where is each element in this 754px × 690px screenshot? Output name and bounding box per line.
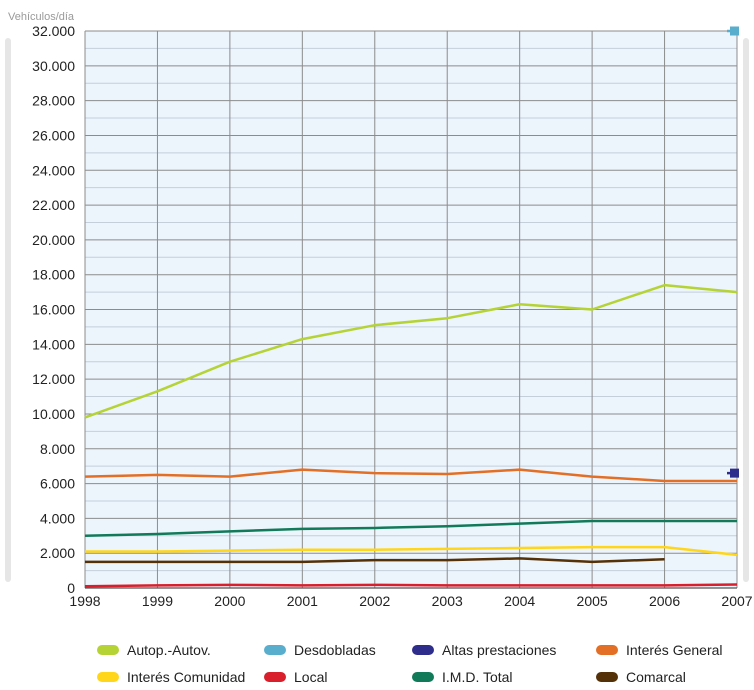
series-line (84, 519, 737, 538)
y-tick-label: 26.000 (32, 127, 75, 143)
x-tick-label: 2000 (214, 593, 245, 609)
y-tick-label: 2.000 (40, 545, 75, 561)
legend-swatch (97, 672, 119, 682)
legend-swatch (412, 645, 434, 655)
x-tick-label: 2002 (359, 593, 390, 609)
series-lines (84, 26, 739, 588)
series-group (84, 468, 737, 483)
series-group (84, 283, 738, 419)
y-tick-label: 4.000 (40, 510, 75, 526)
legend-swatch (264, 645, 286, 655)
x-tick-label: 2004 (504, 593, 535, 609)
series-group (85, 545, 738, 557)
legend-label: Local (294, 669, 327, 685)
grid (84, 30, 738, 589)
series-line (84, 583, 738, 588)
legend-label: I.M.D. Total (442, 669, 513, 685)
series-line (85, 557, 665, 564)
left-bar (5, 38, 11, 582)
y-axis-label: Vehículos/día (8, 11, 75, 23)
y-tick-label: 10.000 (32, 406, 75, 422)
y-tick-label: 12.000 (32, 371, 75, 387)
y-tick-label: 18.000 (32, 267, 75, 283)
series-line (85, 545, 738, 557)
legend-label: Autop.-Autov. (127, 642, 211, 658)
series-group (727, 468, 739, 478)
x-tick-label: 2005 (577, 593, 608, 609)
y-tick-label: 6.000 (40, 476, 75, 492)
y-tick-label: 16.000 (32, 302, 75, 318)
x-tick-label: 2001 (287, 593, 318, 609)
y-tick-label: 32.000 (32, 23, 75, 39)
series-line (84, 283, 738, 419)
y-tick-label: 0 (67, 580, 75, 596)
legend-swatch (596, 645, 618, 655)
y-tick-label: 20.000 (32, 232, 75, 248)
series-line (84, 468, 737, 483)
series-marker (730, 26, 739, 36)
y-tick-labels: 0 2.000 4.000 6.000 8.000 10.000 12.000 14.000 1… (32, 23, 75, 596)
legend-swatch (264, 672, 286, 682)
right-bar (743, 38, 749, 582)
legend-label: Desdobladas (294, 642, 376, 658)
legend-swatch (412, 672, 434, 682)
x-tick-label: 1999 (142, 593, 173, 609)
x-tick-label: 2006 (649, 593, 680, 609)
y-tick-label: 30.000 (32, 58, 75, 74)
y-tick-label: 22.000 (32, 197, 75, 213)
x-tick-label: 1998 (69, 593, 100, 609)
series-group (84, 583, 738, 588)
series-group (84, 519, 737, 538)
y-tick-label: 28.000 (32, 93, 75, 109)
y-tick-label: 14.000 (32, 336, 75, 352)
series-group (85, 557, 665, 564)
legend-label: Altas prestaciones (442, 642, 556, 658)
y-tick-label: 24.000 (32, 162, 75, 178)
series-marker (730, 468, 739, 478)
series-group (727, 26, 739, 36)
legend: Autop.-Autov. Desdobladas Altas prestacion… (97, 642, 723, 685)
x-tick-label: 2007 (721, 593, 752, 609)
x-tick-labels: 1998 1999 2000 2001 2002 2003 2004 2005 2006 2007 (69, 593, 752, 609)
y-tick-label: 8.000 (40, 441, 75, 457)
legend-label: Interés General (626, 642, 723, 658)
legend-swatch (596, 672, 618, 682)
legend-label: Interés Comunidad (127, 669, 245, 685)
legend-label: Comarcal (626, 669, 686, 685)
x-tick-label: 2003 (432, 593, 463, 609)
legend-swatch (97, 645, 119, 655)
